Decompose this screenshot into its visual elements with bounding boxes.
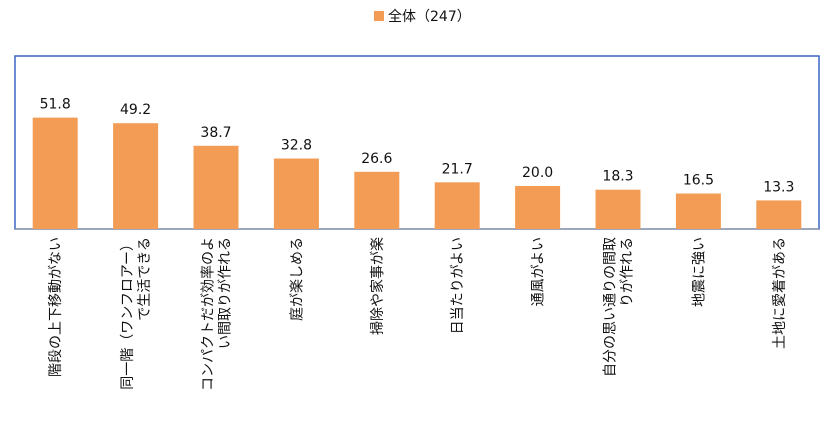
- bars-group: [32, 117, 802, 229]
- category-label-3-line-2: い間取りが作れる: [218, 237, 234, 349]
- bar-6: [434, 182, 480, 229]
- bar-9: [675, 193, 721, 229]
- bar-7: [515, 186, 561, 229]
- data-label-9: 16.5: [683, 173, 714, 189]
- legend: 全体（247）: [374, 8, 471, 25]
- category-label-10-line-1: 土地に愛着がある: [772, 237, 788, 349]
- data-label-3: 38.7: [200, 125, 231, 141]
- bar-8: [595, 189, 641, 229]
- bar-3: [193, 145, 239, 229]
- data-label-8: 18.3: [602, 169, 633, 185]
- category-label-8-line-1: 自分の思い通りの間取: [603, 237, 619, 377]
- category-label-1-line-1: 階段の上下移動がない: [48, 237, 64, 377]
- category-label-4-line-1: 庭が楽しめる: [288, 237, 305, 321]
- category-label-2-line-2: で生活できる: [137, 237, 153, 321]
- data-label-2: 49.2: [120, 102, 151, 118]
- bar-4: [273, 158, 319, 229]
- bar-1: [32, 117, 78, 229]
- legend-label: 全体（247）: [388, 8, 471, 25]
- data-labels-group: 51.8 49.2 38.7 32.8 26.6 21.7 20.0 18.3 16.5 13.3: [40, 97, 795, 196]
- data-label-5: 26.6: [361, 151, 392, 167]
- category-labels-group: 階段の上下移動がない 同一階（ワンフロアー） で生活できる コンパクトだが効率のよ い間…: [48, 237, 788, 391]
- data-label-7: 20.0: [522, 165, 553, 181]
- category-label-3-line-1: コンパクトだが効率のよ: [200, 237, 217, 391]
- category-label-5-line-1: 掃除や家事が楽: [369, 237, 386, 335]
- category-label-7-line-1: 通風がよい: [531, 237, 547, 306]
- bar-2: [113, 123, 159, 229]
- bar-5: [354, 171, 400, 229]
- data-label-4: 32.8: [281, 138, 312, 154]
- bar-10: [756, 200, 802, 229]
- category-label-6-line-1: 日当たりがよい: [450, 237, 466, 334]
- category-label-8-line-2: りが作れる: [620, 237, 636, 307]
- data-label-6: 21.7: [442, 161, 473, 177]
- data-label-10: 13.3: [763, 179, 794, 195]
- data-label-1: 51.8: [40, 97, 71, 113]
- legend-swatch: [374, 11, 384, 21]
- category-label-2-line-1: 同一階（ワンフロアー）: [120, 237, 136, 390]
- category-label-9-line-1: 地震に強い: [691, 237, 707, 307]
